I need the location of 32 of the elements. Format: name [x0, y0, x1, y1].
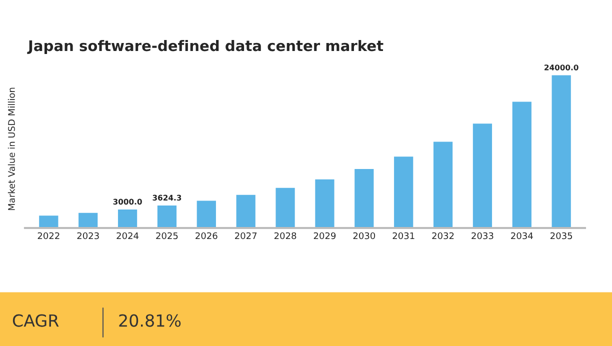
x-tick-label: 2033 — [472, 232, 494, 240]
x-tick-label: 2028 — [274, 232, 296, 240]
x-tick-label: 2023 — [77, 232, 99, 240]
x-tick-label: 2029 — [314, 232, 336, 240]
x-tick-label: 2031 — [392, 232, 414, 240]
x-tick-label: 2022 — [38, 232, 60, 240]
text: CAGR — [12, 314, 59, 327]
x-tick-label: 2026 — [196, 232, 218, 240]
bar — [156, 204, 178, 228]
y-axis-title: Market Value in USD Million — [8, 88, 15, 210]
bar — [274, 186, 296, 228]
x-tick-label: 2032 — [432, 232, 454, 240]
text: 20.81% — [119, 314, 181, 327]
bar — [77, 211, 100, 228]
chart-title: Japan software-defined data center market — [27, 40, 384, 54]
bar — [472, 122, 494, 228]
x-tick-label: 2024 — [116, 232, 139, 240]
bar — [392, 155, 415, 228]
bar — [116, 208, 138, 228]
x-tick-label: 2025 — [156, 232, 178, 240]
x-tick-label: 2035 — [550, 232, 572, 240]
bar — [353, 168, 376, 228]
x-tick-label: 2027 — [235, 232, 257, 240]
bar — [550, 74, 572, 228]
bar — [510, 100, 533, 228]
bar — [195, 199, 218, 228]
bar — [234, 193, 257, 228]
x-tick-label: 2034 — [511, 232, 533, 240]
bar — [314, 178, 336, 228]
x-tick-label: 2030 — [353, 232, 376, 240]
bar — [38, 214, 60, 228]
bar — [432, 140, 454, 228]
